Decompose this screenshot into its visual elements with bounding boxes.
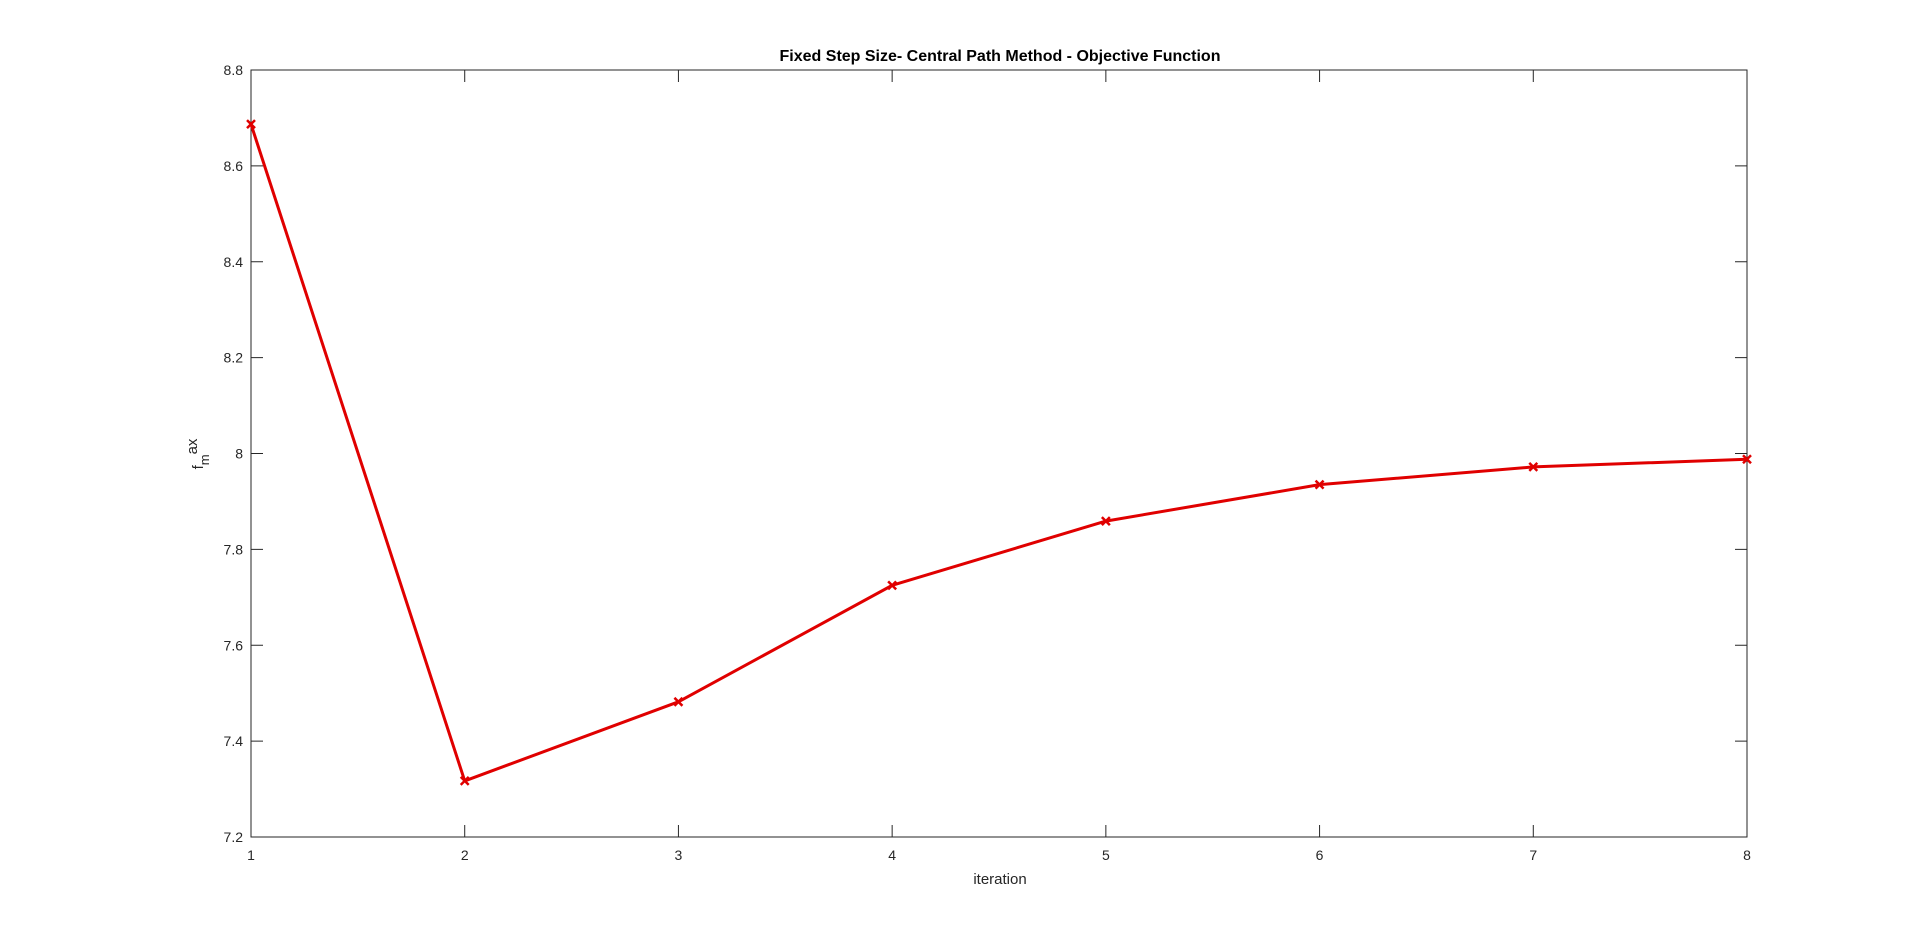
y-tick-label: 7.8	[224, 541, 244, 557]
x-tick-label: 6	[1316, 847, 1324, 863]
data-point-marker	[1528, 462, 1539, 472]
y-tick-label: 8.8	[224, 62, 244, 78]
y-tick-label: 7.4	[224, 733, 244, 749]
x-tick-label: 3	[675, 847, 683, 863]
data-point-marker	[1742, 454, 1752, 465]
x-tick-label: 5	[1102, 847, 1110, 863]
y-tick-label: 8.4	[224, 254, 244, 270]
plot-area: 1 2 3 4 5 6 7 8 7.2 7.4 7.6 7.8 8 8.2 8.4 8.6 8.8	[224, 62, 1752, 863]
y-tick-label: 7.6	[224, 637, 244, 653]
data-point-marker	[1314, 479, 1325, 490]
x-tick-label: 7	[1529, 847, 1537, 863]
y-axis-title-subscript: m	[197, 454, 212, 465]
y-tick-label: 8.2	[224, 350, 244, 366]
y-tick-label: 8	[235, 446, 243, 462]
x-tick-label: 1	[247, 847, 255, 863]
series-line	[249, 123, 1748, 783]
data-point-marker	[887, 580, 898, 591]
chart-title: Fixed Step Size- Central Path Method - O…	[780, 48, 1221, 65]
y-axis-title-base: f	[190, 464, 207, 469]
data-point-marker	[459, 776, 470, 786]
y-tick-label: 7.2	[224, 829, 244, 845]
data-point-marker	[1100, 516, 1111, 526]
x-tick-label: 2	[461, 847, 469, 863]
x-axis-title: iteration	[973, 871, 1026, 888]
axes-box	[250, 69, 1748, 838]
data-point-marker	[673, 696, 684, 707]
x-tick-label: 4	[888, 847, 896, 863]
y-axis-title: fmax	[184, 438, 212, 469]
data-point-marker	[246, 119, 256, 130]
x-tick-label: 8	[1743, 847, 1751, 863]
svg-text:fmax: fmax	[184, 438, 212, 469]
y-axis-title-superscript: ax	[184, 438, 201, 454]
y-tick-label: 8.6	[224, 158, 244, 174]
